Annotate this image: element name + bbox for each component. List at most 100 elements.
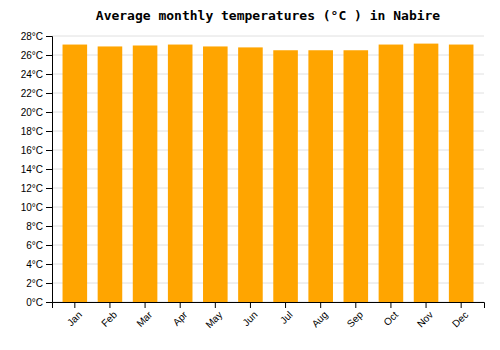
tick-label: 24°C — [21, 69, 43, 80]
tick-mark — [109, 302, 110, 308]
y-tick: 16°C — [21, 145, 52, 156]
chart: 0°C 2°C 4°C 6°C 8°C 10°C 12°C 14°C 16°C 18°C 20°C 2… — [0, 0, 500, 350]
tick-label: Dec — [450, 309, 470, 329]
y-tick: 6°C — [26, 240, 52, 251]
y-tick: 14°C — [21, 164, 52, 175]
x-tick: Jan — [65, 302, 84, 328]
grid-line — [52, 36, 484, 37]
y-tick: 22°C — [21, 88, 52, 99]
y-axis: 0°C 2°C 4°C 6°C 8°C 10°C 12°C 14°C 16°C 18°C 20°C 2… — [21, 31, 53, 308]
bar — [379, 45, 404, 302]
y-tick: 28°C — [21, 31, 52, 42]
bar — [238, 47, 263, 302]
y-tick: 10°C — [21, 202, 52, 213]
grid — [52, 36, 484, 302]
tick-mark — [461, 302, 462, 308]
tick-label: 6°C — [26, 240, 43, 251]
bar — [203, 46, 228, 302]
tick-mark — [426, 302, 427, 308]
y-tick: 18°C — [21, 126, 52, 137]
tick-label: Aug — [310, 309, 330, 329]
tick-label: Jun — [240, 309, 259, 328]
x-tick: May — [203, 302, 224, 330]
tick-label: Nov — [415, 309, 435, 329]
tick-label: 4°C — [26, 259, 43, 270]
title: Average monthly temperatures (°C ) in Na… — [96, 8, 441, 23]
tick-mark — [46, 131, 52, 132]
tick-mark — [46, 245, 52, 246]
tick-mark — [46, 207, 52, 208]
tick-mark — [355, 302, 356, 308]
x-tick: Dec — [450, 302, 470, 329]
tick-mark — [46, 150, 52, 151]
x-tick: Jul — [278, 302, 295, 326]
tick-label: 26°C — [21, 50, 43, 61]
tick-label: 2°C — [26, 278, 43, 289]
tick-label: 20°C — [21, 107, 43, 118]
tick-mark — [46, 226, 52, 227]
y-tick: 2°C — [26, 278, 52, 289]
y-tick: 20°C — [21, 107, 52, 118]
tick-mark — [46, 283, 52, 284]
tick-mark — [320, 302, 321, 308]
bar — [414, 44, 439, 302]
tick-mark — [46, 302, 52, 303]
bar — [63, 45, 88, 302]
tick-label: 22°C — [21, 88, 43, 99]
x-tick: Oct — [381, 302, 400, 328]
tick-label: Feb — [99, 309, 119, 329]
y-tick: 24°C — [21, 69, 52, 80]
bar — [344, 50, 369, 302]
y-tick: 8°C — [26, 221, 52, 232]
tick-label: 0°C — [26, 297, 43, 308]
bar — [308, 50, 333, 302]
y-tick: 0°C — [26, 297, 52, 308]
x-tick: Jun — [240, 302, 259, 328]
tick-mark — [250, 302, 251, 308]
tick-label: Jul — [278, 309, 295, 326]
x-axis: Jan Feb Mar Apr May Jun Jul Aug Sep Oct Nov Dec — [53, 302, 485, 330]
bar — [168, 45, 193, 302]
tick-mark — [46, 74, 52, 75]
tick-mark — [46, 93, 52, 94]
x-tick: Aug — [310, 302, 330, 329]
bar — [98, 46, 123, 302]
tick-label: 18°C — [21, 126, 43, 137]
y-tick: 26°C — [21, 50, 52, 61]
y-tick: 12°C — [21, 183, 52, 194]
axis-line — [53, 303, 485, 309]
tick-mark — [74, 302, 75, 308]
tick-label: 28°C — [21, 31, 43, 42]
tick-mark — [180, 302, 181, 308]
tick-mark — [46, 188, 52, 189]
x-tick: Mar — [134, 302, 154, 329]
tick-label: Apr — [171, 309, 190, 328]
bar — [273, 50, 298, 302]
x-tick: Feb — [99, 302, 119, 329]
bar — [133, 46, 158, 303]
tick-mark — [285, 302, 286, 308]
tick-mark — [215, 302, 216, 308]
tick-mark — [46, 169, 52, 170]
tick-mark — [46, 112, 52, 113]
tick-mark — [145, 302, 146, 308]
bar — [449, 45, 474, 302]
tick-label: May — [203, 309, 224, 330]
tick-label: 8°C — [26, 221, 43, 232]
tick-label: 12°C — [21, 183, 43, 194]
tick-mark — [46, 264, 52, 265]
tick-label: 10°C — [21, 202, 43, 213]
x-tick: Apr — [171, 302, 190, 328]
tick-label: 16°C — [21, 145, 43, 156]
tick-mark — [46, 36, 52, 37]
plot-area — [63, 44, 474, 302]
x-tick: Nov — [415, 302, 435, 329]
axis-line — [46, 37, 53, 303]
tick-mark — [46, 55, 52, 56]
tick-label: Mar — [134, 309, 154, 329]
tick-label: Oct — [381, 309, 400, 328]
y-tick: 4°C — [26, 259, 52, 270]
tick-mark — [390, 302, 391, 308]
x-tick: Sep — [345, 302, 366, 329]
tick-label: Sep — [345, 309, 366, 330]
